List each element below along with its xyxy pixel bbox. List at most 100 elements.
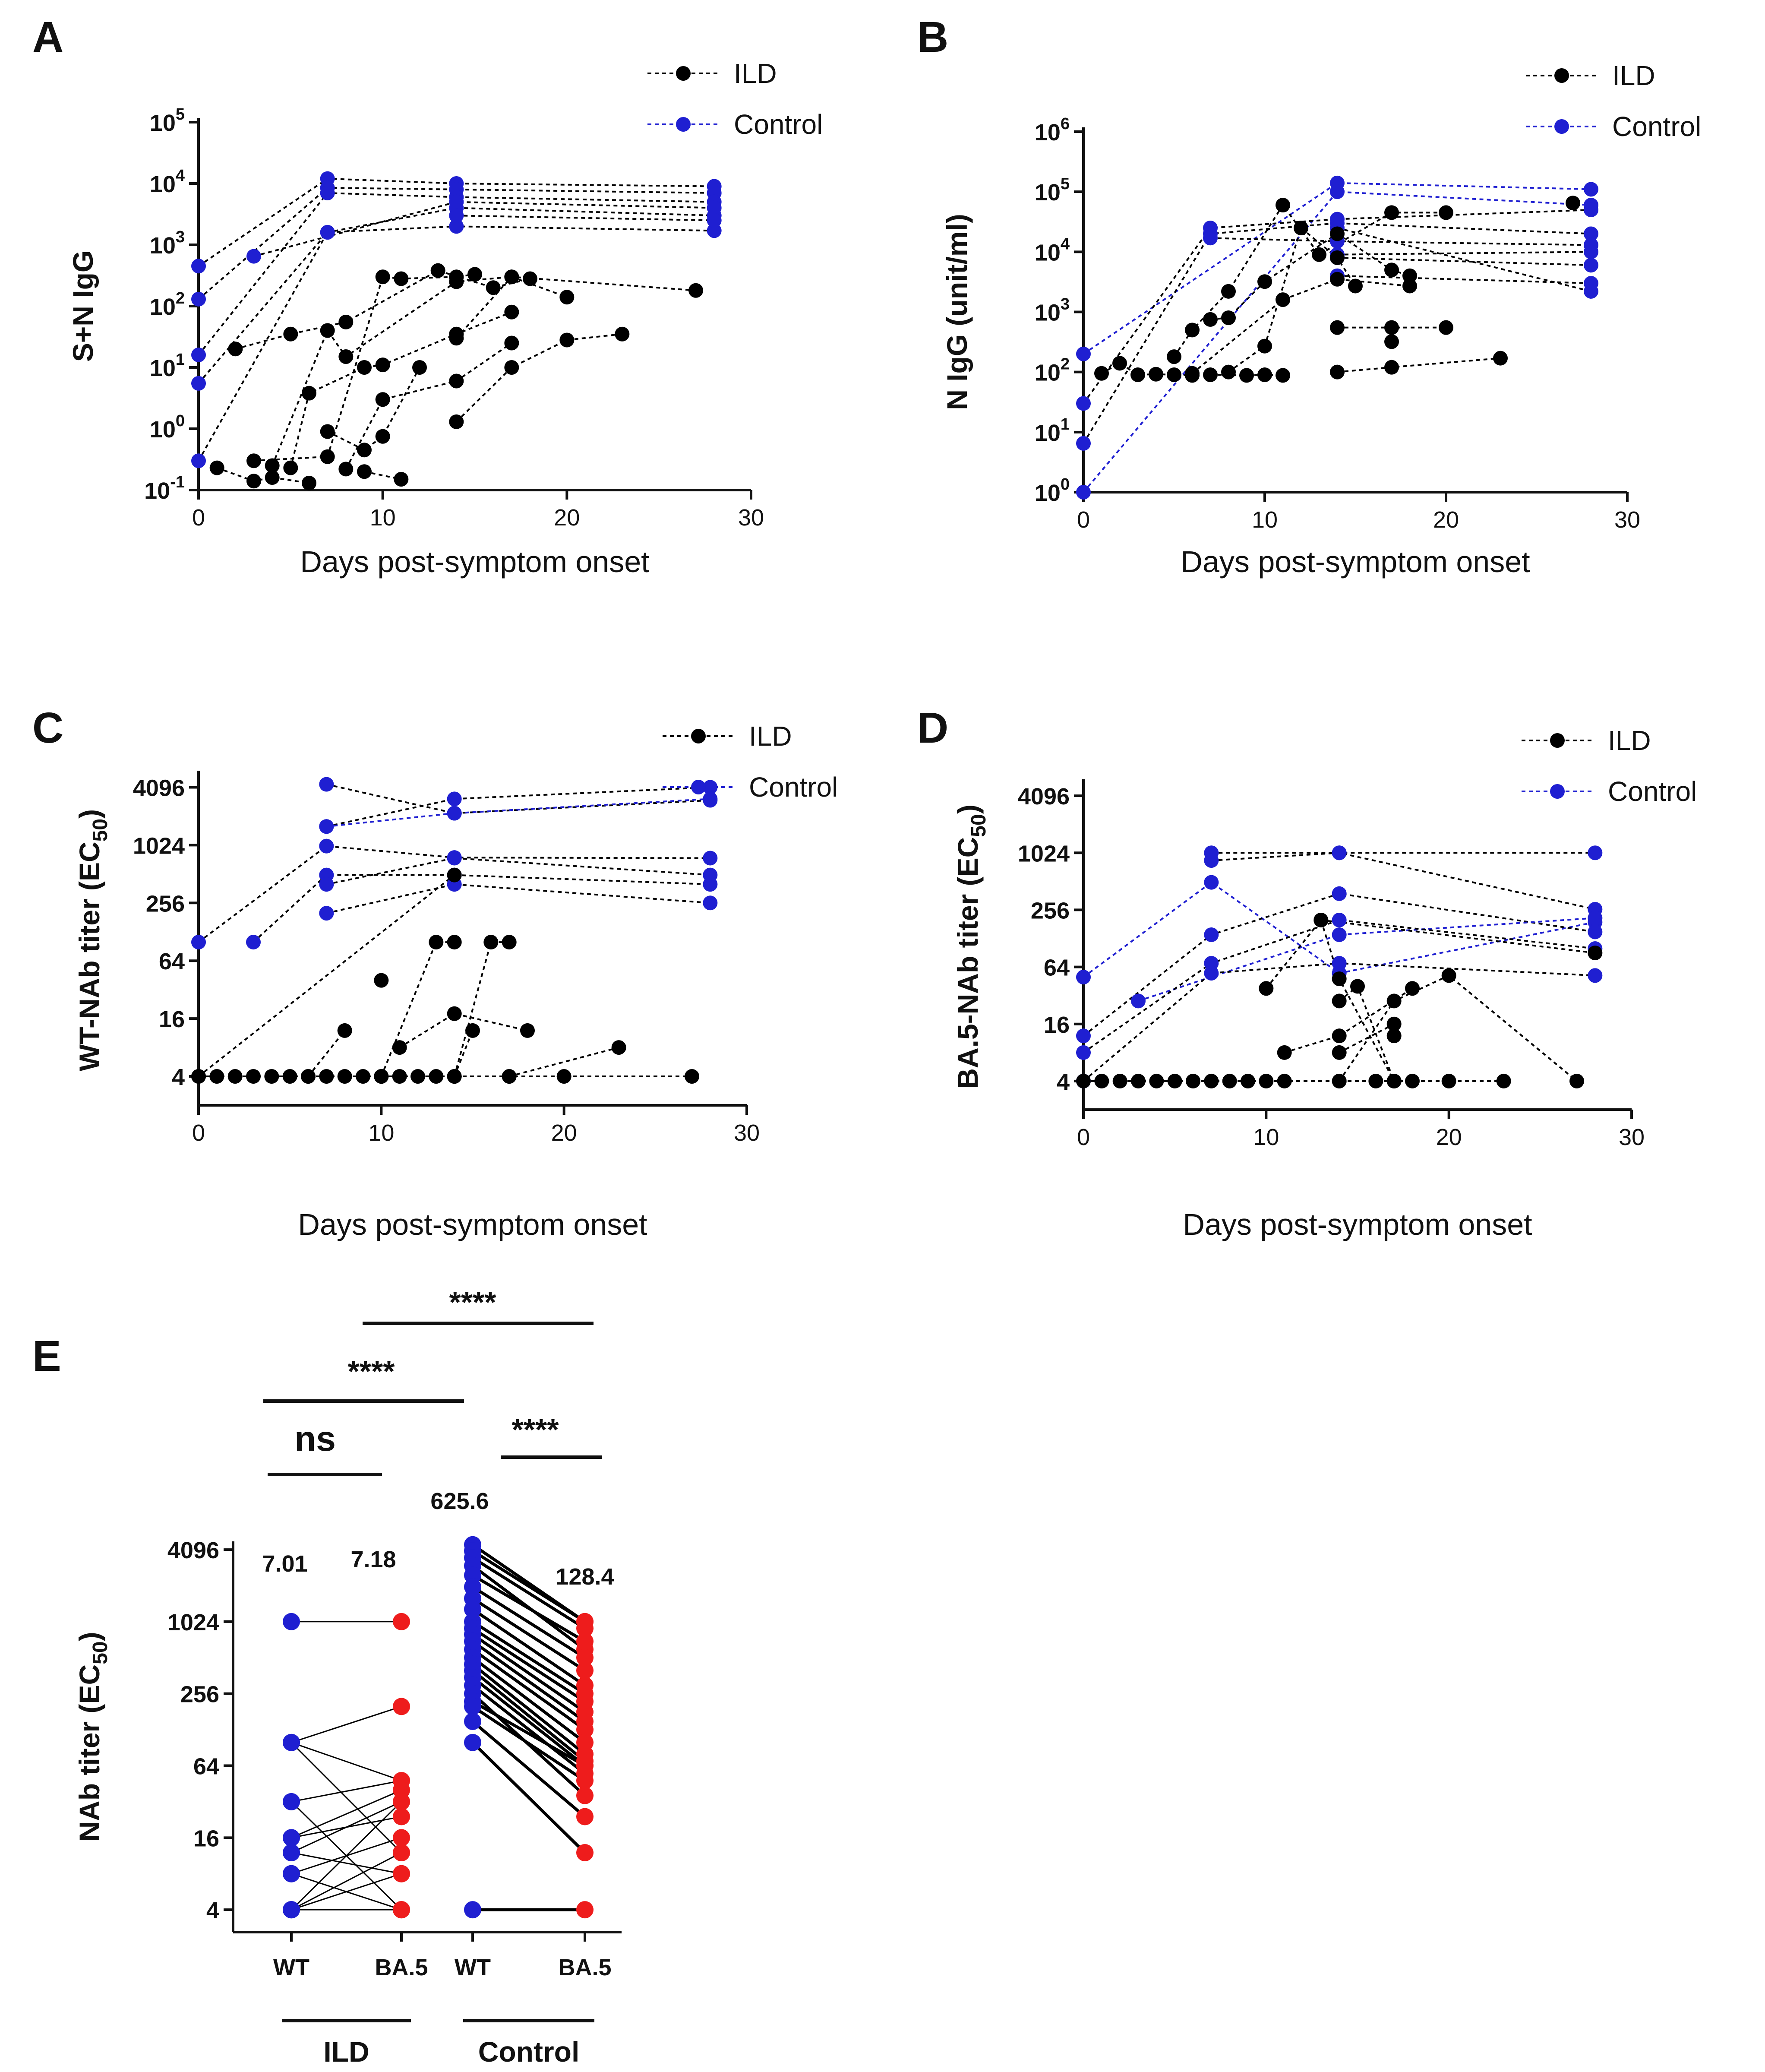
x-tick-label: 10 — [1253, 1124, 1279, 1150]
data-point-wt — [283, 1844, 300, 1861]
x-tick-label: 30 — [1619, 1124, 1645, 1150]
data-point-control — [447, 791, 462, 807]
pair-line — [472, 1556, 586, 1630]
x-tick-label: 20 — [1433, 507, 1459, 533]
legend-marker-control — [691, 780, 706, 794]
data-point-control — [1332, 956, 1347, 971]
data-point-ild — [449, 373, 464, 389]
x-tick-label: 0 — [1077, 1124, 1090, 1150]
data-point-ild — [502, 935, 517, 950]
series-line-ild — [271, 276, 567, 466]
data-point-ild — [1330, 226, 1345, 241]
legend-label-control: Control — [1608, 776, 1697, 807]
data-point-ild — [1149, 367, 1163, 382]
series-line-ild — [1265, 918, 1395, 1082]
legend-label-ild: ILD — [749, 721, 792, 752]
y-tick-label: 4096 — [1018, 784, 1070, 810]
data-point-ild — [1330, 272, 1345, 287]
pair-line — [472, 1585, 586, 1659]
data-point-control — [1584, 182, 1598, 197]
geometric-mean-label: 128.4 — [556, 1564, 614, 1590]
data-point-ild — [320, 449, 335, 464]
panel-label: D — [917, 704, 948, 752]
data-point-ild — [1094, 366, 1109, 381]
significance-label: ns — [294, 1419, 336, 1458]
data-point-control — [191, 935, 206, 950]
y-tick-label: 102 — [1035, 355, 1070, 386]
y-tick-label: 104 — [1035, 235, 1070, 266]
legend-marker-control — [1550, 784, 1565, 799]
legend-marker-control — [676, 117, 691, 132]
y-tick-label: 4 — [1057, 1069, 1070, 1095]
pair-line — [471, 1656, 586, 1744]
series-line-control — [326, 786, 710, 828]
data-point-ild — [265, 470, 280, 485]
data-point-ild — [392, 1069, 407, 1084]
group-label: Control — [478, 2036, 580, 2068]
series-line-ild — [290, 311, 512, 468]
data-point-ild — [283, 326, 298, 342]
series-line-control — [1210, 237, 1591, 246]
data-point-ild — [282, 1069, 297, 1084]
data-point-ba5 — [393, 1829, 410, 1847]
data-point-ild — [1239, 368, 1254, 383]
series-line-control — [198, 207, 714, 384]
series-line-ild — [307, 1030, 346, 1077]
data-point-ild — [429, 1069, 444, 1084]
y-axis-title: WT-NAb titer (EC50) — [73, 809, 112, 1071]
data-point-ild — [447, 867, 462, 883]
data-point-wt — [283, 1793, 300, 1810]
data-point-ild — [1332, 993, 1347, 1009]
pair-line — [471, 1640, 586, 1723]
y-tick-label: 10-1 — [144, 473, 185, 504]
data-point-control — [319, 906, 334, 921]
data-point-ild — [559, 290, 575, 305]
panel-a: A 10-1 100 101 102 103 104 105 0 10 20 30 S+N IgG Day… — [32, 13, 823, 579]
pair-line — [471, 1741, 586, 1854]
x-tick-label: WT — [273, 1955, 309, 1980]
data-point-ild — [209, 460, 224, 475]
data-point-ild — [1569, 1073, 1584, 1088]
data-point-ild — [1257, 274, 1272, 289]
data-point-control — [707, 213, 722, 228]
data-point-wt — [283, 1865, 300, 1882]
data-point-ild — [1149, 1073, 1164, 1088]
data-point-control — [1588, 845, 1603, 860]
y-tick-label: 105 — [150, 105, 185, 136]
data-point-control — [319, 819, 334, 834]
y-tick-label: 100 — [150, 412, 185, 443]
x-axis-title: Days post-symptom onset — [1181, 545, 1530, 579]
data-point-ild — [447, 1006, 462, 1021]
data-point-ild — [228, 342, 243, 357]
data-point-ild — [337, 1069, 352, 1084]
series-line-control — [326, 783, 710, 814]
data-point-wt — [464, 1901, 481, 1919]
series-line-ild — [1228, 226, 1356, 373]
data-point-ild — [320, 424, 335, 439]
y-axis-title: NAb titer (EC50) — [73, 1632, 112, 1841]
series-line-control — [1138, 917, 1595, 1002]
series-line-ild — [327, 367, 420, 451]
significance-label: **** — [449, 1285, 497, 1319]
data-point-ba5 — [393, 1901, 410, 1919]
x-tick-label: 20 — [551, 1120, 577, 1146]
data-point-ild — [246, 453, 261, 468]
data-point-control — [707, 200, 722, 215]
data-point-control — [449, 219, 464, 234]
y-tick-label: 102 — [150, 289, 185, 320]
group-label: ILD — [323, 2036, 369, 2068]
data-point-wt — [283, 1613, 300, 1630]
series-line-control — [1337, 251, 1591, 256]
data-point-wt — [464, 1698, 481, 1715]
series-line-control — [198, 177, 714, 267]
series-line-ild — [380, 941, 455, 1077]
geometric-mean-label: 625.6 — [430, 1488, 489, 1514]
data-point-ild — [1094, 1073, 1109, 1088]
data-point-ild — [375, 269, 390, 285]
data-point-ba5 — [576, 1757, 594, 1775]
y-tick-label: 64 — [159, 949, 185, 974]
data-point-wt — [464, 1601, 481, 1618]
y-tick-label: 101 — [150, 351, 185, 381]
data-point-ild — [265, 458, 280, 473]
data-point-control — [191, 376, 206, 391]
